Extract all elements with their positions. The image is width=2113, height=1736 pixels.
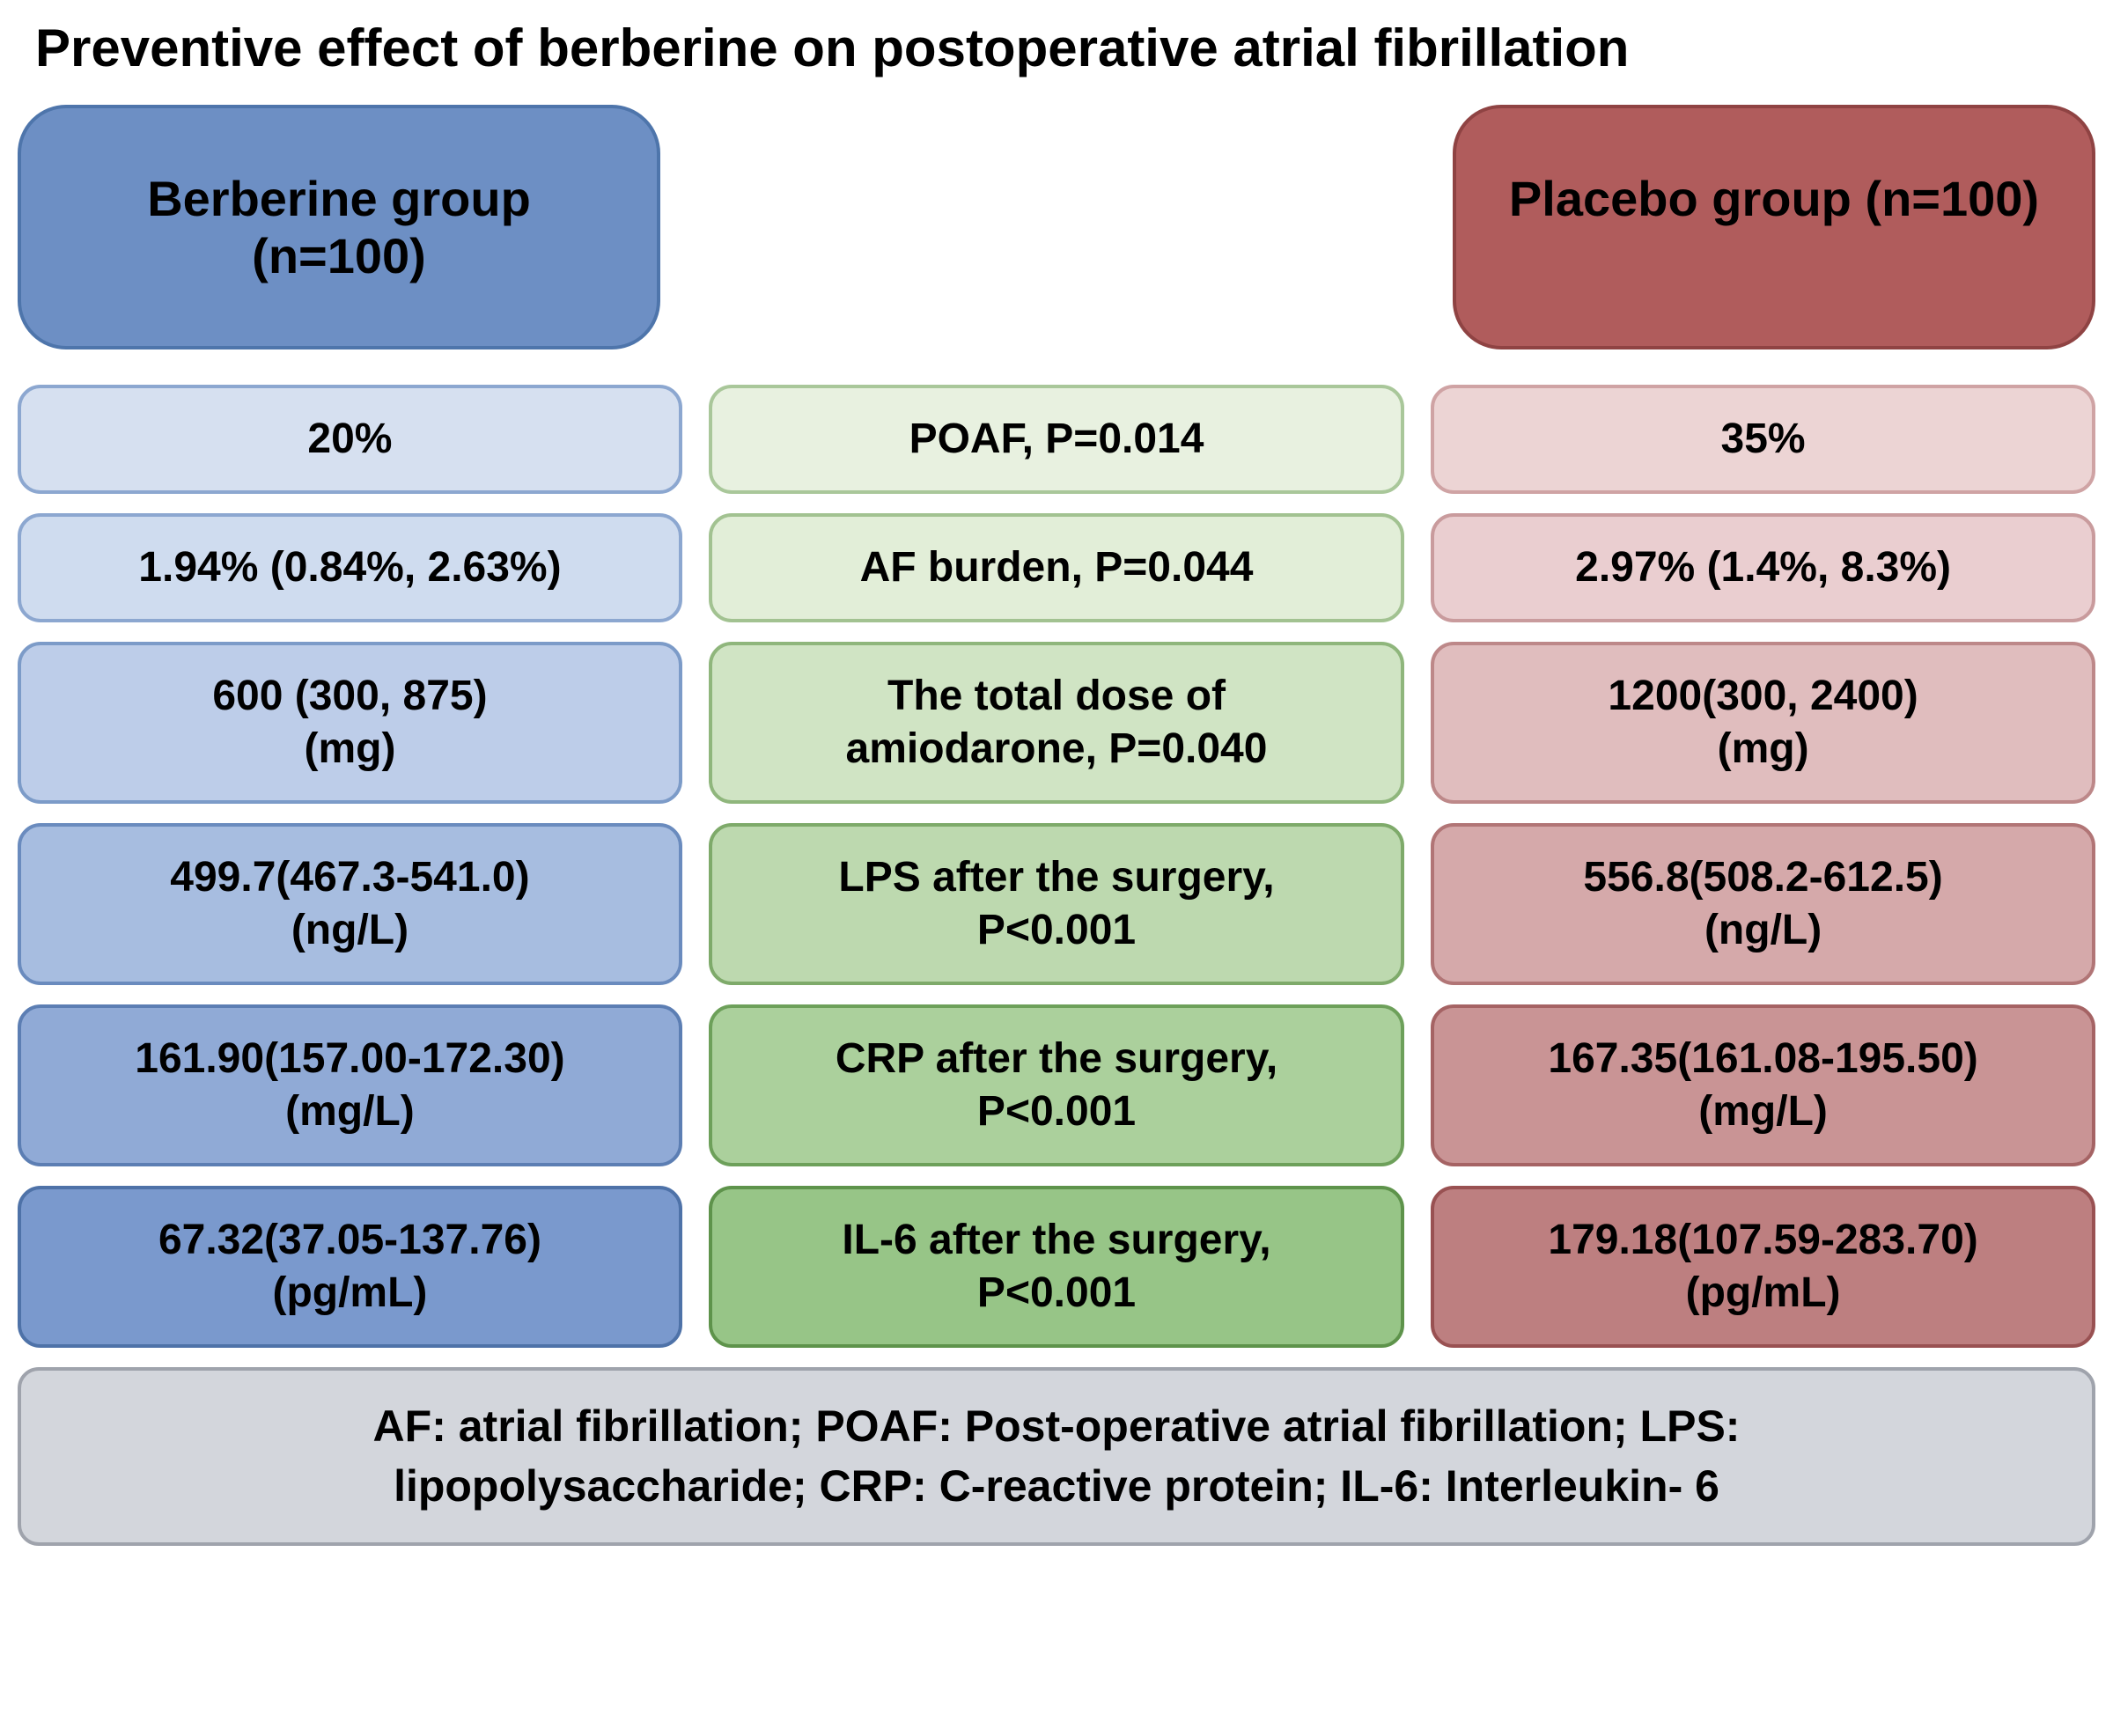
placebo-value-cell-line2: (ng/L)	[1452, 904, 2074, 957]
metric-label-cell-line2: P<0.001	[730, 1267, 1383, 1320]
metric-label-cell: CRP after the surgery,P<0.001	[709, 1004, 1404, 1166]
metric-label-cell: LPS after the surgery,P<0.001	[709, 823, 1404, 985]
berberine-value-cell: 161.90(157.00-172.30)(mg/L)	[18, 1004, 682, 1166]
berberine-value-cell-line2: (mg)	[39, 723, 661, 776]
figure-container: Preventive effect of berberine on postop…	[18, 18, 2095, 1546]
data-row: 499.7(467.3-541.0)(ng/L)LPS after the su…	[18, 823, 2095, 985]
berberine-value-cell: 1.94% (0.84%, 2.63%)	[18, 513, 682, 622]
berberine-value-cell-line1: 600 (300, 875)	[39, 670, 661, 723]
metric-label-cell: POAF, P=0.014	[709, 385, 1404, 494]
metric-label-cell: IL-6 after the surgery,P<0.001	[709, 1186, 1404, 1348]
footer-line-1: AF: atrial fibrillation; POAF: Post-oper…	[65, 1397, 2048, 1457]
berberine-value-cell: 499.7(467.3-541.0)(ng/L)	[18, 823, 682, 985]
placebo-value-cell: 556.8(508.2-612.5)(ng/L)	[1431, 823, 2095, 985]
berberine-value-cell-line2: (ng/L)	[39, 904, 661, 957]
metric-label-cell: AF burden, P=0.044	[709, 513, 1404, 622]
header-placebo-group: Placebo group (n=100)	[1453, 105, 2095, 349]
placebo-value-cell: 35%	[1431, 385, 2095, 494]
berberine-value-cell-line2: (mg/L)	[39, 1085, 661, 1138]
metric-label-cell-line1: AF burden, P=0.044	[730, 541, 1383, 594]
header-row: Berberine group (n=100) Placebo group (n…	[18, 105, 2095, 349]
data-row: 20% POAF, P=0.014 35%	[18, 385, 2095, 494]
metric-label-cell-line1: POAF, P=0.014	[730, 413, 1383, 466]
placebo-value-cell-line1: 35%	[1452, 413, 2074, 466]
placebo-value-cell: 2.97% (1.4%, 8.3%)	[1431, 513, 2095, 622]
berberine-value-cell-line1: 20%	[39, 413, 661, 466]
berberine-value-cell-line2: (pg/mL)	[39, 1267, 661, 1320]
data-rows: 20% POAF, P=0.014 35% 1.94% (0.84%, 2.63%) A…	[18, 385, 2095, 1348]
placebo-value-cell-line1: 2.97% (1.4%, 8.3%)	[1452, 541, 2074, 594]
berberine-value-cell: 20%	[18, 385, 682, 494]
header-spacer	[696, 105, 1417, 349]
berberine-value-cell: 600 (300, 875)(mg)	[18, 642, 682, 804]
berberine-value-cell: 67.32(37.05-137.76)(pg/mL)	[18, 1186, 682, 1348]
data-row: 600 (300, 875)(mg)The total dose ofamiod…	[18, 642, 2095, 804]
placebo-value-cell-line1: 556.8(508.2-612.5)	[1452, 851, 2074, 904]
figure-title: Preventive effect of berberine on postop…	[18, 18, 2095, 78]
metric-label-cell-line1: LPS after the surgery,	[730, 851, 1383, 904]
placebo-value-cell-line1: 179.18(107.59-283.70)	[1452, 1214, 2074, 1267]
berberine-value-cell-line1: 499.7(467.3-541.0)	[39, 851, 661, 904]
metric-label-cell-line2: P<0.001	[730, 904, 1383, 957]
placebo-value-cell-line2: (mg/L)	[1452, 1085, 2074, 1138]
metric-label-cell-line2: P<0.001	[730, 1085, 1383, 1138]
abbreviations-footer: AF: atrial fibrillation; POAF: Post-oper…	[18, 1367, 2095, 1546]
placebo-value-cell-line2: (pg/mL)	[1452, 1267, 2074, 1320]
berberine-value-cell-line1: 161.90(157.00-172.30)	[39, 1033, 661, 1085]
metric-label-cell-line1: IL-6 after the surgery,	[730, 1214, 1383, 1267]
data-row: 67.32(37.05-137.76)(pg/mL)IL-6 after the…	[18, 1186, 2095, 1348]
data-row: 1.94% (0.84%, 2.63%) AF burden, P=0.044 2.…	[18, 513, 2095, 622]
placebo-value-cell: 179.18(107.59-283.70)(pg/mL)	[1431, 1186, 2095, 1348]
metric-label-cell-line1: The total dose of	[730, 670, 1383, 723]
berberine-value-cell-line1: 67.32(37.05-137.76)	[39, 1214, 661, 1267]
berberine-value-cell-line1: 1.94% (0.84%, 2.63%)	[39, 541, 661, 594]
metric-label-cell: The total dose ofamiodarone, P=0.040	[709, 642, 1404, 804]
placebo-value-cell: 167.35(161.08-195.50)(mg/L)	[1431, 1004, 2095, 1166]
metric-label-cell-line2: amiodarone, P=0.040	[730, 723, 1383, 776]
placebo-value-cell-line1: 1200(300, 2400)	[1452, 670, 2074, 723]
placebo-value-cell: 1200(300, 2400)(mg)	[1431, 642, 2095, 804]
placebo-value-cell-line2: (mg)	[1452, 723, 2074, 776]
data-row: 161.90(157.00-172.30)(mg/L)CRP after the…	[18, 1004, 2095, 1166]
placebo-value-cell-line1: 167.35(161.08-195.50)	[1452, 1033, 2074, 1085]
metric-label-cell-line1: CRP after the surgery,	[730, 1033, 1383, 1085]
header-berberine-group: Berberine group (n=100)	[18, 105, 660, 349]
footer-line-2: lipopolysaccharide; CRP: C-reactive prot…	[65, 1457, 2048, 1517]
